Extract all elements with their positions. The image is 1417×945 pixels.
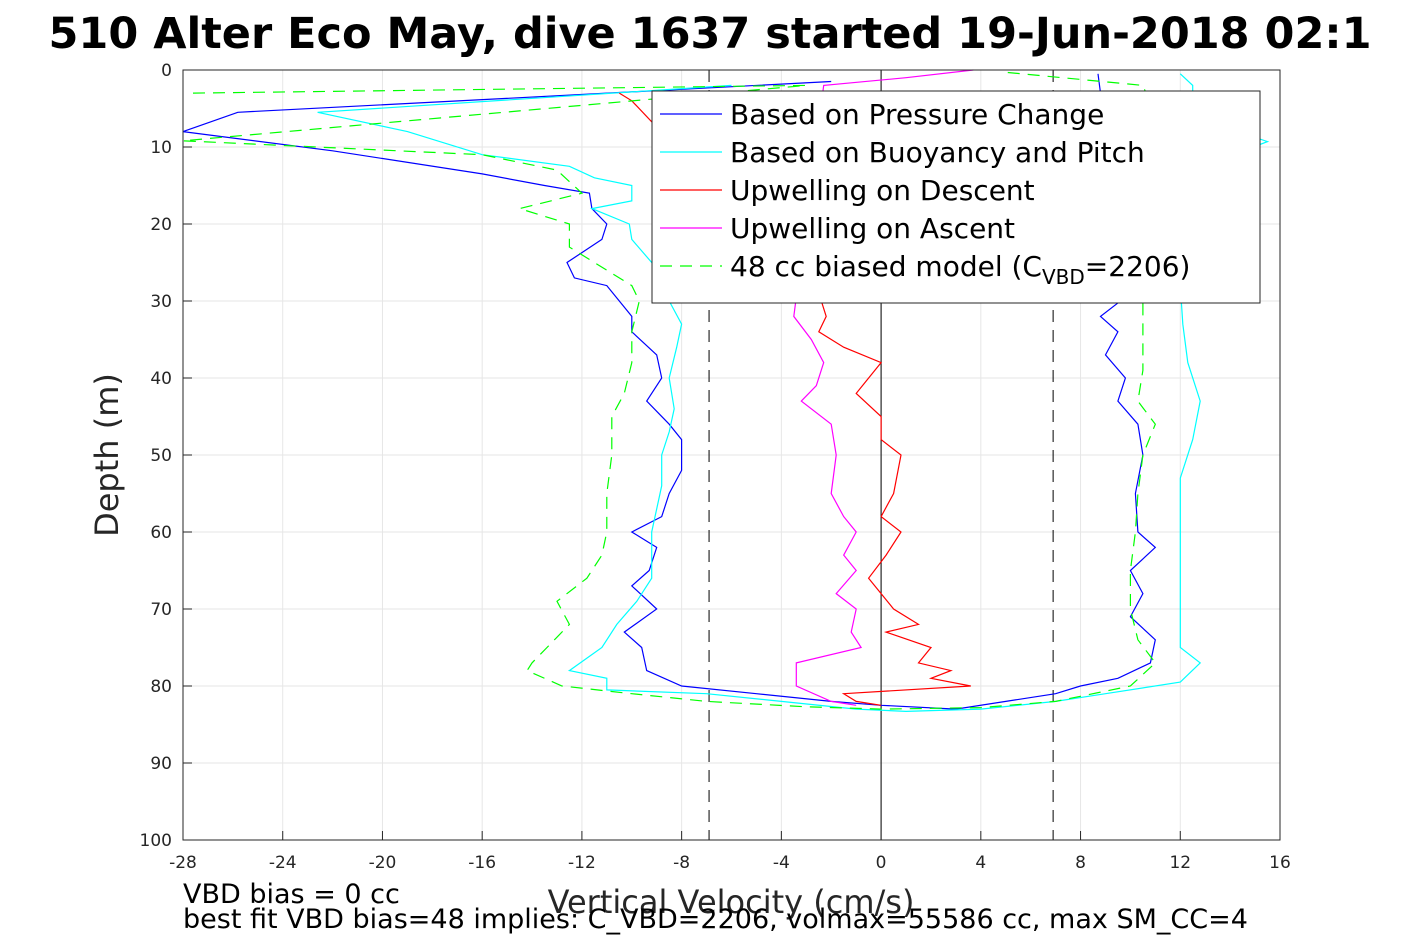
legend-entry-label: 48 cc biased model (CVBD=2206) bbox=[730, 250, 1190, 289]
x-tick-label: -4 bbox=[773, 853, 790, 873]
x-tick-label: -16 bbox=[468, 853, 496, 873]
y-tick-label: 40 bbox=[150, 369, 172, 389]
legend-entry-text: Upwelling on Descent bbox=[730, 174, 1035, 207]
x-tick-label: -28 bbox=[169, 853, 197, 873]
x-tick-label: -8 bbox=[673, 853, 690, 873]
legend-entries: Based on Pressure Change Based on Buoyanc… bbox=[660, 98, 1190, 289]
x-tick-label: -20 bbox=[369, 853, 397, 873]
footer-line-2: best fit VBD bias=48 implies: C_VBD=2206… bbox=[183, 904, 1248, 935]
y-tick-label: 50 bbox=[150, 446, 172, 466]
legend-entry-label: Based on Pressure Change bbox=[730, 98, 1104, 131]
y-tick-label: 30 bbox=[150, 292, 172, 312]
y-tick-label: 10 bbox=[150, 138, 172, 158]
series-line-3 bbox=[793, 69, 974, 706]
x-axis-label: Vertical Velocity (cm/s) bbox=[548, 883, 915, 921]
footer-line-1: VBD bias = 0 cc bbox=[183, 879, 400, 910]
series-line-0 bbox=[182, 73, 1157, 710]
x-tick-label: 16 bbox=[1269, 853, 1291, 873]
legend-entry-text: Upwelling on Ascent bbox=[730, 212, 1015, 245]
y-tick-label: 0 bbox=[161, 61, 172, 81]
legend-entry-label: Based on Buoyancy and Pitch bbox=[730, 136, 1145, 169]
legend-entry-label: Upwelling on Descent bbox=[730, 174, 1035, 207]
y-tick-label: 80 bbox=[150, 677, 172, 697]
x-tick-label: -24 bbox=[269, 853, 297, 873]
series-line-1 bbox=[317, 73, 1270, 713]
x-tick-label: 8 bbox=[1075, 853, 1086, 873]
legend-entry-label: Upwelling on Ascent bbox=[730, 212, 1015, 245]
chart-title: 510 Alter Eco May, dive 1637 started 19-… bbox=[48, 9, 1371, 59]
x-tick-label: -12 bbox=[568, 853, 596, 873]
x-tick-label: 0 bbox=[876, 853, 887, 873]
legend: Based on Pressure Change Based on Buoyanc… bbox=[651, 90, 1261, 304]
legend-box bbox=[651, 90, 1261, 304]
y-tick-label: 90 bbox=[150, 754, 172, 774]
legend-entry-text: Based on Pressure Change bbox=[730, 98, 1104, 131]
series-group bbox=[182, 69, 1270, 713]
series-line-4 bbox=[182, 71, 1157, 710]
y-axis-label: Depth (m) bbox=[88, 373, 126, 537]
y-tick-label: 20 bbox=[150, 215, 172, 235]
series-line-2 bbox=[618, 92, 971, 706]
legend-entry-text: 48 cc biased model (C bbox=[730, 250, 1042, 283]
x-tick-label: 12 bbox=[1169, 853, 1191, 873]
legend-entry-text: Based on Buoyancy and Pitch bbox=[730, 136, 1145, 169]
y-tick-label: 60 bbox=[150, 523, 172, 543]
x-tick-label: 4 bbox=[975, 853, 986, 873]
y-tick-label: 70 bbox=[150, 600, 172, 620]
legend-entry-subscript: VBD bbox=[1042, 265, 1085, 289]
legend-entry-suffix: =2206) bbox=[1085, 250, 1191, 283]
ticks: -28 -24 -20 -16 -12 -8 -4 0 4 8 12 16 0 10 20 30 40 50 60 7… bbox=[140, 61, 1291, 873]
y-tick-label: 100 bbox=[140, 831, 172, 851]
